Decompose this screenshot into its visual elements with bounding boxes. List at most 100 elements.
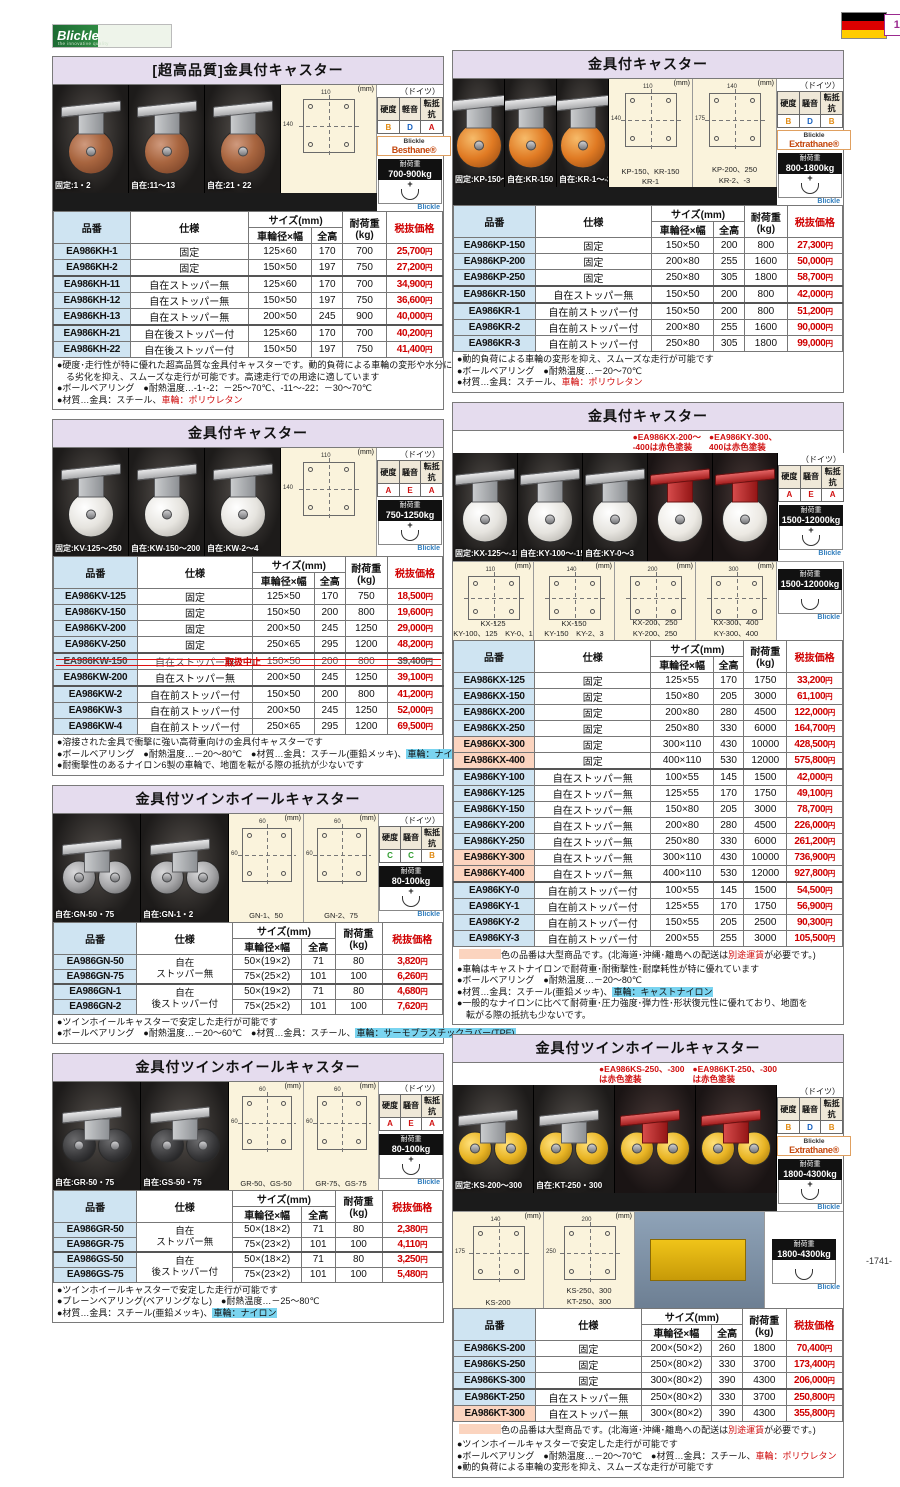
table-row[interactable]: EA986KX-150 固定 150×80 205 3000 61,100円 [452, 687, 843, 705]
product-block-title: 金具付キャスター [453, 51, 843, 79]
table-row[interactable]: EA986KY-250 自在ストッパー無 250×80 330 6000 261,200円 [452, 832, 843, 850]
table-row[interactable]: EA986KP-200 固定 200×80 255 1600 50,000円 [453, 253, 844, 270]
table-row[interactable]: EA986GN-50 自在 ストッパー無 50×(19×2) 71 80 3,820円 [52, 953, 444, 985]
col-header-size: サイズ(mm) [232, 1189, 336, 1207]
dimension-height: 140 [283, 485, 294, 491]
table-row[interactable]: EA986KH-21 自在後ストッパー付 125×60 170 700 40,200円 [53, 324, 444, 342]
currency-symbol: 円 [825, 772, 833, 782]
cell-partnumber: EA986KX-150 [452, 687, 536, 705]
cell-partnumber: EA986KW-150 [53, 652, 138, 670]
table-row[interactable]: EA986KY-200 自在ストッパー無 200×80 280 4500 226,000円 [452, 816, 843, 834]
product-photo-caption: 自在:KT-250・300 [536, 1181, 603, 1190]
cell-price: 51,200円 [786, 302, 844, 320]
table-row[interactable]: EA986KY-3 自在前ストッパー付 200×55 255 3000 105,500円 [452, 929, 843, 947]
cell-wheel: 75×(23×2) [232, 1236, 302, 1253]
cell-partnumber: EA986KS-300 [452, 1372, 537, 1390]
table-row[interactable]: EA986KY-400 自在ストッパー無 400×110 530 12000 927,80… [452, 864, 843, 882]
table-row[interactable]: EA986GN-2 75×(25×2) 101 100 7,620円 [52, 998, 444, 1015]
cell-height: 430 [712, 735, 745, 753]
cell-height: 197 [311, 341, 344, 358]
badge-material: Extrathane® [789, 1145, 839, 1155]
load-capacity-label: 耐荷重 1500-12000kg [778, 568, 842, 590]
table-row[interactable]: EA986GS-50 自在 後ストッパー付 50×(18×2) 71 80 3,250円 [52, 1251, 444, 1283]
table-row[interactable]: EA986KH-1 固定 125×60 170 700 25,700円 [53, 243, 444, 260]
load-badge-graphic: + [779, 525, 843, 550]
table-row[interactable]: EA986GS-75 75×(23×2) 101 100 5,480円 [52, 1266, 444, 1283]
table-row[interactable]: EA986KT-250 自在ストッパー無 250×(80×2) 330 3700 250,… [452, 1388, 844, 1406]
product-media-row: 固定:KX-125〜-150 自在:KY-100〜-150 自在:KY-0〜3 （ドイ… [453, 452, 844, 561]
table-row[interactable]: EA986GR-50 自在 ストッパー無 50×(18×2) 71 80 2,380円 [52, 1221, 444, 1253]
cell-price: 6,260円 [381, 968, 444, 985]
table-row[interactable]: EA986KV-150 固定 150×50 200 800 19,600円 [53, 604, 444, 621]
drawing-caption-line: KS-200 [485, 1298, 511, 1307]
table-row[interactable]: EA986KY-2 自在前ストッパー付 150×55 205 2500 90,300円 [452, 913, 843, 931]
table-row[interactable]: EA986KP-150 固定 150×50 200 800 27,300円 [453, 237, 844, 254]
plus-icon: + [408, 885, 414, 896]
table-row[interactable]: EA986KW-2 自在前ストッパー付 150×50 200 800 41,200円 [53, 685, 443, 703]
table-row[interactable]: EA986KW-3 自在前ストッパー付 200×50 245 1250 52,000円 [53, 702, 444, 719]
table-row[interactable]: EA986KV-250 固定 250×65 295 1200 48,200円 [53, 636, 444, 654]
table-row[interactable]: EA986KP-250 固定 250×80 305 1800 58,700円 [453, 269, 844, 287]
product-note: ●プレーンベアリング(ベアリングなし) ●耐熱温度…－25〜80℃ [57, 1296, 320, 1306]
table-row[interactable]: EA986GR-75 75×(23×2) 101 100 4,110円 [52, 1236, 444, 1253]
plus-icon: + [807, 1179, 813, 1189]
table-row[interactable]: EA986KX-250 固定 250×80 330 6000 164,700円 [452, 719, 843, 737]
cell-price: 90,300円 [786, 913, 843, 931]
table-row[interactable]: EA986KY-0 自在前ストッパー付 100×55 145 1500 54,500円 [452, 880, 843, 899]
cell-spec: 自在ストッパー無 [534, 767, 652, 786]
product-photo-caption: 自在:KR-150 [507, 175, 554, 184]
table-row[interactable]: EA986KH-22 自在後ストッパー付 150×50 197 750 41,400円 [53, 341, 444, 358]
cell-load: 700 [342, 275, 387, 293]
table-row[interactable]: EA986KV-125 固定 125×50 170 750 18,500円 [53, 588, 444, 605]
cell-partnumber: EA986KR-150 [453, 285, 536, 304]
table-row[interactable]: EA986KH-12 自在ストッパー無 150×50 197 750 36,600円 [53, 292, 444, 309]
table-row[interactable]: EA986KY-300 自在ストッパー無 300×110 430 10000 736,90… [452, 848, 843, 866]
cell-partnumber: EA986KR-3 [453, 335, 536, 352]
table-row[interactable]: EA986KH-13 自在ストッパー無 200×50 245 900 40,000円 [53, 308, 444, 326]
table-row[interactable]: EA986KR-150 自在ストッパー無 150×50 200 800 42,000円 [453, 285, 844, 304]
cell-partnumber: EA986KY-300 [452, 848, 536, 866]
table-row[interactable]: EA986KX-200 固定 200×80 280 4500 122,000円 [452, 703, 843, 721]
load-capacity-value: 800-1800kg [785, 163, 835, 173]
col-header-size: サイズ(mm) [232, 921, 336, 939]
product-photo [615, 1085, 696, 1193]
bolt-hole [604, 1231, 610, 1236]
col-header-partnumber: 品番 [52, 921, 138, 955]
table-row[interactable]: EA986KW-4 自在前ストッパー付 250×65 295 1200 69,500円 [53, 718, 444, 735]
table-row[interactable]: EA986KY-150 自在ストッパー無 150×80 205 3000 78,700円 [452, 800, 843, 818]
large-item-note-text2: が必要です。) [764, 1425, 816, 1435]
dimension-drawing: (mm) 200 250 KS-250、300 KT-250、300 [544, 1212, 635, 1308]
table-row[interactable]: EA986KR-1 自在前ストッパー付 150×50 200 800 51,200円 [453, 302, 844, 320]
load-capacity-badge: 耐荷重 750-1250kg + [378, 500, 442, 545]
cell-partnumber: EA986KY-125 [452, 784, 536, 802]
table-row[interactable]: EA986KX-125 固定 125×55 170 1750 33,200円 [452, 671, 843, 689]
bolt-hole [589, 580, 595, 586]
table-row[interactable]: EA986GN-75 75×(25×2) 101 100 6,260円 [52, 968, 444, 985]
table-row[interactable]: EA986KX-300 固定 300×110 430 10000 428,500円 [452, 735, 843, 753]
table-row[interactable]: EA986KX-400 固定 400×110 530 12000 575,800円 [452, 751, 843, 769]
cell-height: 295 [314, 718, 346, 735]
table-row[interactable]: EA986KS-250 固定 250×(80×2) 330 3700 173,400円 [452, 1356, 844, 1373]
table-row[interactable]: EA986KS-300 固定 300×(80×2) 390 4300 206,000円 [452, 1372, 844, 1390]
table-row[interactable]: EA986KW-200 自在ストッパー無 200×50 245 1250 39,100円 [53, 669, 444, 687]
table-row[interactable]: EA986KT-300 自在ストッパー無 300×(80×2) 390 4300 355,… [452, 1405, 844, 1422]
cell-price: 58,700円 [786, 269, 844, 287]
wheel-hub [577, 140, 588, 151]
currency-symbol: 円 [424, 280, 433, 289]
load-badge-graphic: + [378, 520, 442, 545]
table-row[interactable]: EA986KS-200 固定 200×(50×2) 260 1800 70,400円 [452, 1340, 844, 1357]
table-row[interactable]: EA986KR-2 自在前ストッパー付 200×80 255 1600 90,000円 [453, 319, 844, 336]
table-row[interactable]: EA986KR-3 自在前ストッパー付 250×80 305 1800 99,000円 [453, 335, 844, 352]
table-row[interactable]: EA986KY-100 自在ストッパー無 100×55 145 1500 42,000円 [452, 767, 843, 786]
table-row[interactable]: EA986KY-1 自在前ストッパー付 125×55 170 1750 56,900円 [452, 897, 843, 915]
currency-symbol: 円 [825, 885, 833, 895]
bolt-hole [508, 608, 514, 614]
currency-symbol: 円 [425, 673, 434, 682]
table-row[interactable]: EA986KH-2 固定 150×50 197 750 27,200円 [53, 259, 444, 277]
table-row[interactable]: EA986KV-200 固定 200×50 245 1250 29,000円 [53, 620, 444, 637]
table-row[interactable]: EA986KH-11 自在ストッパー無 125×60 170 700 34,900円 [53, 275, 444, 293]
table-row[interactable]: EA986KY-125 自在ストッパー無 125×55 170 1750 49,100円 [452, 784, 843, 802]
table-row[interactable]: EA986GN-1 自在 後ストッパー付 50×(19×2) 71 80 4,680円 [52, 983, 444, 1015]
table-row[interactable]: EA986KW-150 自在ストッパー無 150×50 200 800 39,400円 取扱… [53, 652, 443, 670]
cell-load: 800 [344, 685, 389, 703]
